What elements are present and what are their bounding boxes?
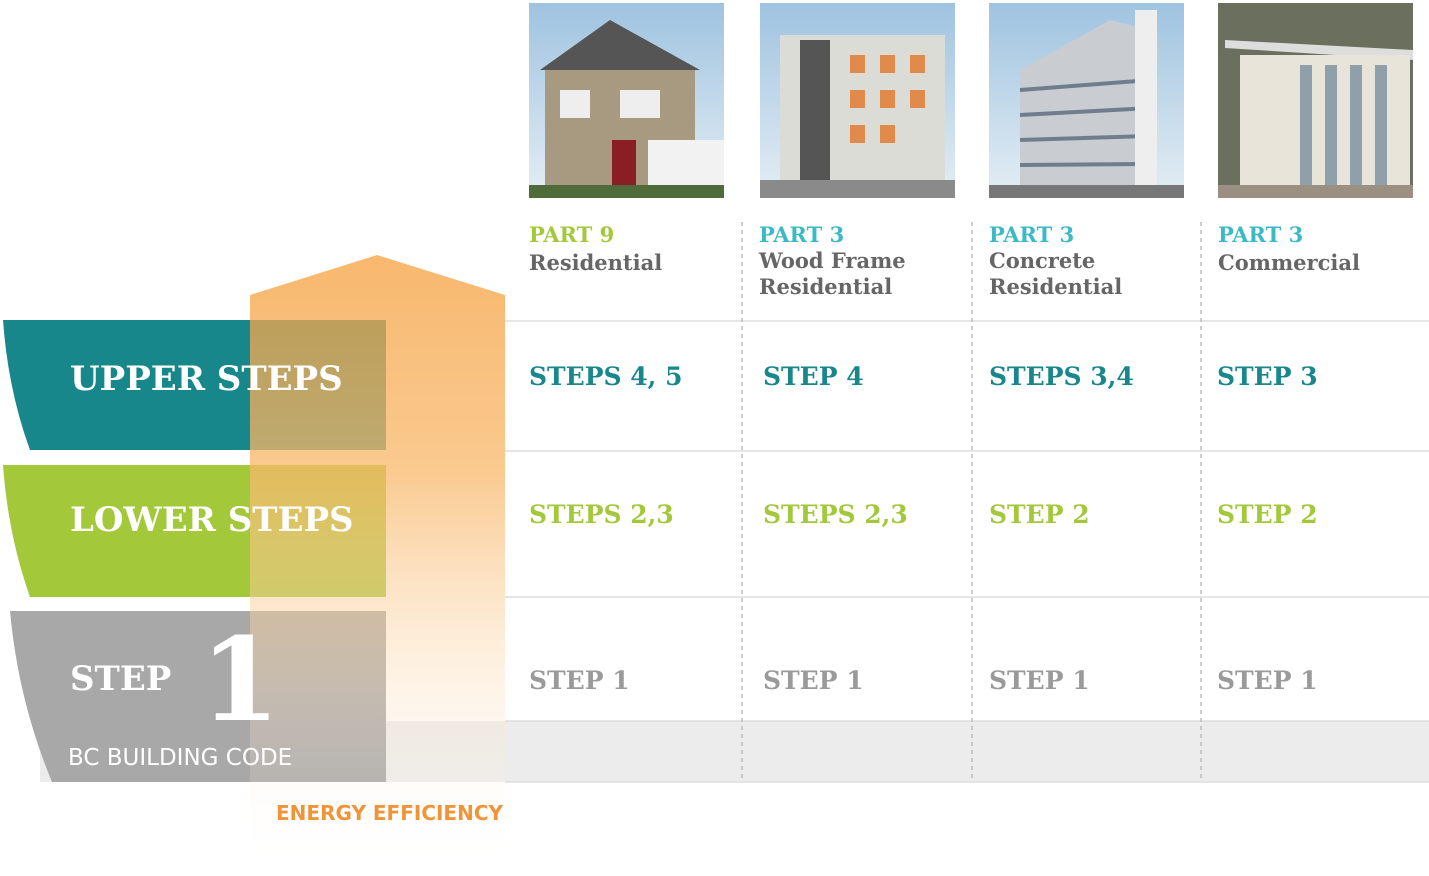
column-part: PART 9	[529, 222, 614, 247]
column-part: PART 3	[759, 222, 844, 247]
energy-arrow	[250, 255, 505, 876]
cell: STEPS 2,3	[529, 500, 674, 529]
cell: STEP 3	[1217, 362, 1318, 391]
column-type: Residential	[989, 274, 1122, 299]
cell: STEP 1	[763, 666, 864, 695]
photo	[529, 3, 724, 198]
column-part: PART 3	[1218, 222, 1303, 247]
tier-label: LOWER STEPS	[70, 500, 354, 540]
tier-sublabel: BC BUILDING CODE	[68, 745, 292, 771]
cell: STEP 1	[529, 666, 630, 695]
axis-label: ENERGY EFFICIENCY	[276, 801, 504, 825]
column-type: Residential	[759, 274, 892, 299]
column-type: Concrete	[989, 248, 1095, 273]
photo	[1218, 3, 1413, 198]
cell: STEPS 2,3	[763, 500, 908, 529]
cell: STEPS 3,4	[989, 362, 1134, 391]
cell: STEP 4	[763, 362, 864, 391]
cell: STEP 1	[1217, 666, 1318, 695]
column-type: Commercial	[1218, 250, 1360, 275]
column-part: PART 3	[989, 222, 1074, 247]
cell: STEPS 4, 5	[529, 362, 682, 391]
step-code-diagram: UPPER STEPS LOWER STEPS STEP 1 BC BUILDI…	[0, 0, 1429, 876]
tier-label: UPPER STEPS	[70, 359, 343, 399]
photo	[989, 3, 1184, 198]
cell: STEP 1	[989, 666, 1090, 695]
tier-numeral: 1	[200, 613, 280, 748]
photo	[760, 3, 955, 198]
column-type: Residential	[529, 250, 662, 275]
cell: STEP 2	[989, 500, 1090, 529]
tier-label: STEP	[70, 659, 171, 699]
column-type: Wood Frame	[758, 248, 906, 273]
cell: STEP 2	[1217, 500, 1318, 529]
